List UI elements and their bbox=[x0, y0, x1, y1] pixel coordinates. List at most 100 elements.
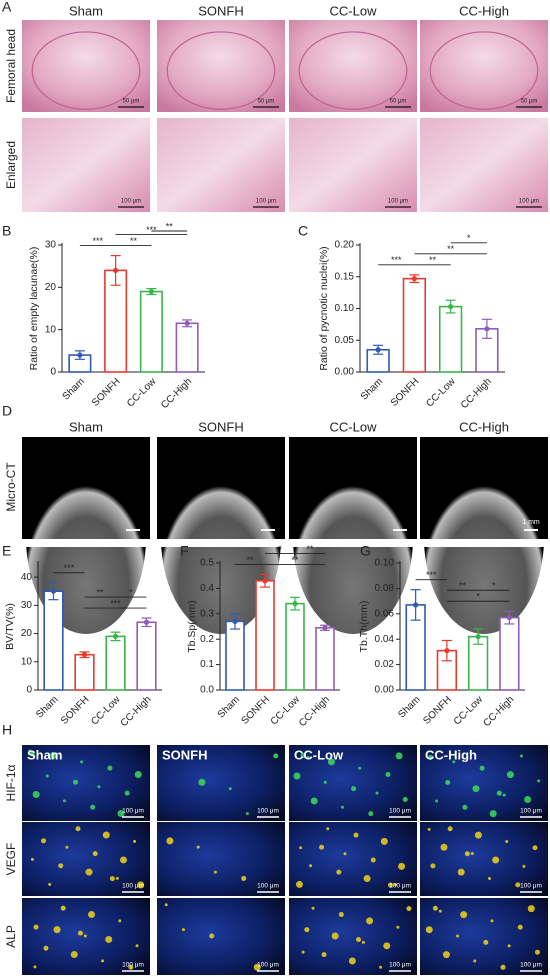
y-tick-label: 0.04 bbox=[375, 634, 395, 645]
stain-spot bbox=[470, 852, 474, 856]
significance-label: ** bbox=[166, 221, 174, 231]
stain-spot bbox=[396, 925, 400, 929]
mean-dot bbox=[143, 619, 150, 625]
bone-head bbox=[161, 442, 281, 634]
stain-spot bbox=[118, 919, 122, 923]
scale-bar-label: 1 mm bbox=[522, 519, 540, 526]
stain-spot bbox=[505, 839, 509, 843]
panel-label: G bbox=[360, 543, 371, 559]
stain-spot bbox=[65, 845, 69, 849]
row-label: Micro-CT bbox=[4, 462, 18, 512]
stain-spot bbox=[430, 863, 436, 869]
stain-spot bbox=[92, 851, 98, 857]
column-title: CC-Low bbox=[294, 747, 344, 762]
y-tick-label: 0.4 bbox=[200, 583, 214, 594]
stain-spot bbox=[30, 857, 34, 861]
stain-spot bbox=[128, 964, 134, 970]
stain-spot bbox=[58, 863, 64, 869]
scale-bar-label: 50 μm bbox=[521, 99, 538, 105]
stain-spot bbox=[49, 751, 57, 759]
scale-bar-label: 100 μm bbox=[122, 962, 144, 969]
y-tick-label: 30 bbox=[45, 240, 57, 251]
stain-spot bbox=[524, 796, 532, 804]
stain-spot bbox=[474, 831, 482, 839]
stain-spot bbox=[432, 905, 438, 911]
histology-image bbox=[420, 118, 548, 212]
stain-spot bbox=[515, 882, 521, 888]
x-tick-label: Sham bbox=[61, 376, 87, 402]
scale-bar-label: 100 μm bbox=[122, 808, 144, 815]
stain-spot bbox=[534, 949, 540, 955]
stain-spot bbox=[502, 793, 506, 797]
stain-spot bbox=[319, 844, 325, 850]
panel-label: A bbox=[2, 0, 12, 15]
stain-spot bbox=[326, 827, 330, 831]
stain-spot bbox=[447, 826, 453, 832]
histology-image bbox=[157, 20, 285, 112]
stain-spot bbox=[490, 919, 494, 923]
stain-spot bbox=[338, 912, 344, 918]
stain-spot bbox=[395, 752, 403, 760]
column-title: CC-High bbox=[459, 3, 509, 18]
stain-spot bbox=[309, 864, 313, 868]
significance-label: *** bbox=[64, 563, 75, 573]
stain-spot bbox=[135, 944, 139, 948]
stain-spot bbox=[253, 963, 261, 971]
y-tick-label: 0.20 bbox=[335, 240, 355, 251]
panel-label: F bbox=[180, 543, 189, 559]
stain-spot bbox=[522, 864, 526, 868]
stain-spot bbox=[356, 937, 361, 942]
stain-spot bbox=[427, 827, 431, 831]
stain-spot bbox=[507, 944, 511, 948]
significance-label: ** bbox=[306, 544, 314, 554]
mean-dot bbox=[506, 615, 512, 621]
x-tick-label: CC-Low bbox=[452, 694, 486, 728]
stain-spot bbox=[361, 940, 365, 944]
stain-spot bbox=[517, 924, 523, 930]
y-axis-label: BV/TV(%) bbox=[4, 603, 16, 650]
significance-label: ** bbox=[96, 587, 104, 597]
bar bbox=[438, 305, 463, 373]
bar bbox=[105, 635, 126, 691]
stain-spot bbox=[213, 870, 217, 874]
mean-dot bbox=[184, 320, 190, 326]
stain-spot bbox=[311, 906, 315, 910]
significance-label: *** bbox=[110, 598, 121, 608]
panel-label: C bbox=[298, 223, 308, 239]
fluorescence-image bbox=[157, 898, 285, 975]
stain-spot bbox=[73, 779, 79, 785]
y-tick-label: 0.05 bbox=[335, 335, 355, 346]
micro-ct-clip bbox=[289, 539, 417, 547]
y-axis-label: Tb.Th(mm) bbox=[358, 601, 370, 653]
y-tick-label: 0.08 bbox=[375, 583, 395, 594]
column-title: Sham bbox=[69, 419, 103, 434]
significance-label: *** bbox=[426, 570, 437, 580]
y-tick-label: 30 bbox=[21, 600, 33, 611]
histology-image bbox=[157, 118, 285, 212]
micro-ct-clip bbox=[420, 539, 548, 547]
micro-ct-clip bbox=[22, 539, 150, 547]
bar bbox=[136, 621, 157, 691]
x-tick-label: CC-High bbox=[297, 694, 332, 729]
mean-dot bbox=[444, 648, 450, 654]
stain-spot bbox=[427, 754, 433, 760]
stain-spot bbox=[117, 810, 125, 818]
column-title: CC-High bbox=[459, 419, 509, 434]
bone-head bbox=[26, 442, 146, 634]
y-tick-label: 0.06 bbox=[375, 608, 395, 619]
stain-spot bbox=[462, 804, 468, 810]
x-tick-label: SONFH bbox=[90, 376, 123, 409]
stain-spot bbox=[527, 905, 535, 913]
y-tick-label: 0.15 bbox=[335, 271, 355, 282]
column-title: CC-Low bbox=[330, 419, 378, 434]
bar bbox=[315, 626, 335, 691]
fluorescence-image bbox=[420, 745, 548, 821]
stain-spot bbox=[134, 770, 142, 778]
significance-label: *** bbox=[146, 225, 157, 235]
fluorescence-image bbox=[22, 745, 150, 821]
stain-spot bbox=[398, 862, 406, 870]
stain-spot bbox=[80, 760, 84, 764]
scale-bar-label: 50 μm bbox=[258, 99, 275, 105]
row-label: HIF-1α bbox=[4, 764, 18, 801]
stain-spot bbox=[343, 852, 347, 856]
